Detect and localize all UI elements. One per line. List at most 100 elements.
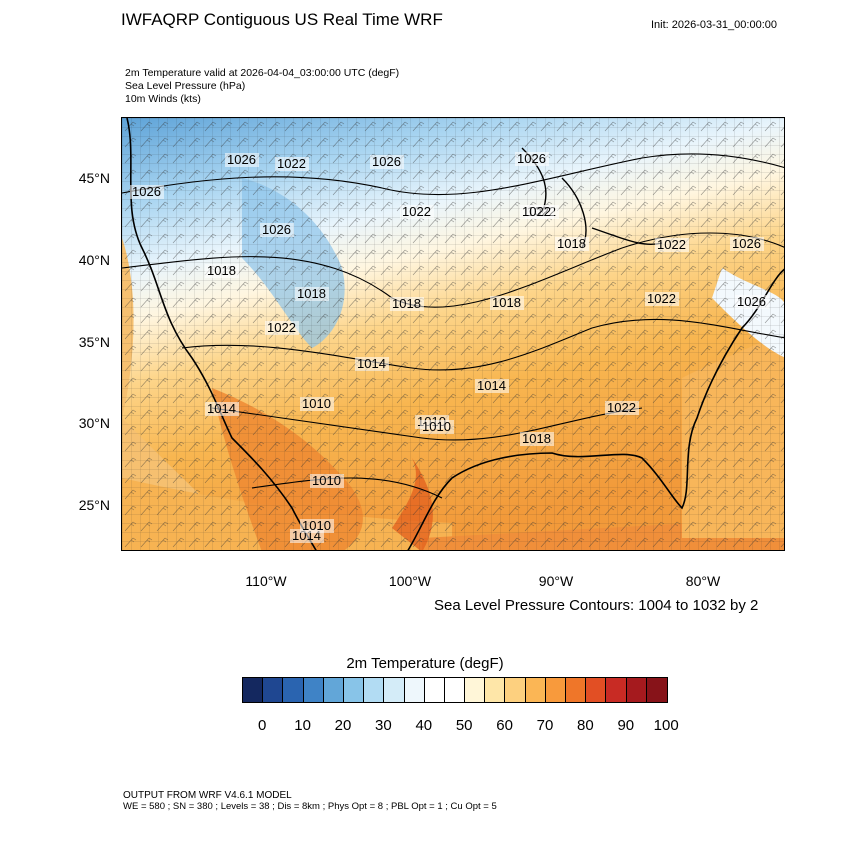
lon-label: 80°W [685, 573, 721, 589]
pressure-contour-label: 1022 [607, 400, 636, 415]
colorbar-tick-label: 30 [375, 717, 392, 734]
map-panel: 1026 1022 1026 1026 1026 1022 1022 1018 1022 1026… [121, 117, 785, 551]
colorbar-swatch [566, 678, 587, 702]
colorbar-tick-label: 60 [496, 717, 513, 734]
pressure-contour-label: 1026 [737, 294, 766, 309]
pressure-contour-label: 1022 [522, 204, 551, 219]
contour-interval-note: Sea Level Pressure Contours: 1004 to 103… [434, 597, 759, 614]
init-time-label: Init: 2026-03-31_00:00:00 [651, 19, 777, 31]
pressure-contour-label: 1022 [647, 291, 676, 306]
pressure-contour-label: 1014 [207, 401, 236, 416]
model-footer: OUTPUT FROM WRF V4.6.1 MODEL [123, 790, 292, 801]
pressure-label-group: 1026 1022 1026 1026 1026 1022 1022 1018 1022 1026… [130, 151, 769, 543]
pressure-contour-label: 1018 [392, 296, 421, 311]
pacific-coastline [126, 118, 317, 550]
pressure-label-bg [300, 397, 334, 411]
pressure-label-bg [490, 296, 524, 310]
pressure-contour-label: 1010 [302, 396, 331, 411]
lat-label: 30°N [78, 415, 110, 431]
pressure-label-bg [260, 223, 294, 237]
colorbar-tick-label: 90 [617, 717, 635, 734]
pressure-label-bg [475, 379, 509, 393]
pressure-label-bg [370, 155, 404, 169]
pressure-label-bg [355, 357, 389, 371]
pressure-contour-label: 1014 [357, 356, 386, 371]
field-label-temperature: 2m Temperature valid at 2026-04-04_03:00… [125, 67, 400, 79]
pressure-label-bg [265, 321, 299, 335]
pressure-contour-label: 1026 [517, 151, 546, 166]
pressure-label-bg [300, 519, 334, 533]
pressure-contour-label: 1018 [557, 236, 586, 251]
wind-barbs [122, 118, 784, 550]
colorbar-tick-label: 40 [415, 717, 433, 734]
pressure-contour-label: 1026 [372, 154, 401, 169]
pressure-label-bg [400, 205, 434, 219]
pressure-contour-label: 1026 [732, 236, 761, 251]
colorbar-swatch [465, 678, 486, 702]
colorbar-swatch [404, 678, 425, 702]
pressure-contour-label: 1022 [402, 204, 431, 219]
pressure-contour-label: 1018 [522, 431, 551, 446]
colorbar-swatch [364, 678, 385, 702]
pressure-contour-label: 1018 [297, 286, 326, 301]
colorbar-swatch [586, 678, 607, 702]
colorbar-swatch [485, 678, 506, 702]
pressure-label-bg [520, 205, 554, 219]
colorbar-swatch [384, 678, 405, 702]
pressure-label-bg [225, 153, 259, 167]
lat-label: 40°N [78, 252, 110, 268]
model-config-footer: WE = 580 ; SN = 380 ; Levels = 38 ; Dis … [123, 801, 497, 812]
pressure-contour-label: 1014 [477, 378, 506, 393]
pressure-label-bg [205, 264, 239, 278]
colorbar-swatch [505, 678, 526, 702]
pressure-label-bg [555, 237, 589, 251]
pressure-label-bg [645, 292, 679, 306]
pressure-contour-label: 1022 [267, 320, 296, 335]
lon-label: 110°W [245, 573, 287, 589]
pressure-label-bg [390, 297, 424, 311]
lat-label: 35°N [78, 334, 110, 350]
pressure-label-bg [205, 402, 239, 416]
pressure-label-bg [310, 474, 344, 488]
colorbar-swatch [263, 678, 284, 702]
pressure-contour-label: 1018 [492, 295, 521, 310]
pressure-contours [122, 153, 784, 499]
field-label-pressure: Sea Level Pressure (hPa) [125, 80, 246, 92]
pressure-contour-label: 1022 [277, 156, 306, 171]
pressure-label-bg [730, 237, 764, 251]
pressure-label-bg [520, 432, 554, 446]
pressure-label-bg [655, 238, 689, 252]
pressure-contour-label: 1026 [262, 222, 291, 237]
temperature-colorbar [242, 677, 668, 703]
field-label-winds: 10m Winds (kts) [125, 93, 201, 105]
pressure-label-bg [605, 401, 639, 415]
colorbar-swatch [303, 678, 324, 702]
colorbar-tick-label: 50 [455, 717, 473, 734]
colorbar-swatch [283, 678, 304, 702]
lat-label: 25°N [78, 497, 110, 513]
colorbar-title: 2m Temperature (degF) [346, 655, 504, 672]
pressure-label-bg [420, 420, 454, 434]
pressure-label-bg [130, 185, 164, 199]
colorbar-swatch [545, 678, 566, 702]
pressure-label-bg [295, 287, 329, 301]
colorbar-tick-label: 100 [653, 717, 679, 734]
temperature-map: 1026 1022 1026 1026 1026 1022 1022 1018 1022 1026… [122, 118, 784, 550]
colorbar-swatch [525, 678, 546, 702]
colorbar-swatch [606, 678, 627, 702]
colorbar-swatch [343, 678, 365, 702]
gulf-atlantic-coastline [407, 268, 784, 550]
pressure-label-bg [735, 295, 769, 309]
colorbar-swatch [444, 678, 466, 702]
pressure-contour-label: 1026 [132, 184, 161, 199]
colorbar-swatch [424, 678, 445, 702]
pressure-contour-label: 1010 [422, 419, 451, 434]
pressure-contour-label: 1022 [657, 237, 686, 252]
pressure-label-bg [275, 157, 309, 171]
colorbar-tick-label: 20 [334, 717, 352, 734]
plot-title: IWFAQRP Contiguous US Real Time WRF [121, 10, 443, 29]
pressure-contour-label: 1018 [207, 263, 236, 278]
colorbar-tick-label: 70 [536, 717, 554, 734]
colorbar-tick-label: 10 [294, 717, 311, 734]
pressure-contour-label: 1026 [227, 152, 256, 167]
